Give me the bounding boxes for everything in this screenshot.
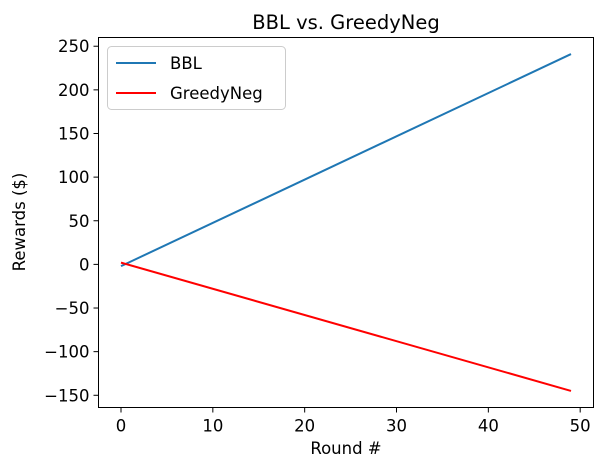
y-axis-label: Rewards ($) [10,173,29,272]
y-tick-label: −100 [44,343,89,362]
y-tick-label: 0 [79,255,90,274]
y-tick-label: 100 [58,168,90,187]
series-line-greedyneg [120,261,572,392]
x-tick-label: 20 [294,417,315,436]
x-tick-label: 0 [116,417,127,436]
x-tick-label: 10 [202,417,223,436]
y-tick-label: 50 [69,212,90,231]
y-tick-label: 200 [58,81,90,100]
y-tick-label: −150 [44,386,89,405]
plot-frame [98,37,594,408]
series-line-bbl [120,53,572,268]
x-axis-ticks: 0 10 20 30 40 50 [116,407,591,436]
y-axis-ticks: −150 −100 −50 0 50 100 150 200 250 [44,37,99,405]
legend-label-bbl: BBL [170,54,203,73]
y-tick-label: −50 [55,299,90,318]
y-tick-label: 150 [58,124,90,143]
x-tick-label: 50 [570,417,591,436]
x-axis-label: Round # [310,439,381,458]
y-tick-label: 250 [58,37,90,56]
legend-label-greedyneg: GreedyNeg [170,84,263,103]
x-tick-label: 40 [478,417,499,436]
x-tick-label: 30 [386,417,407,436]
series-layer [120,53,572,392]
legend: BBL GreedyNeg [107,46,286,110]
chart-title: BBL vs. GreedyNeg [252,11,440,34]
